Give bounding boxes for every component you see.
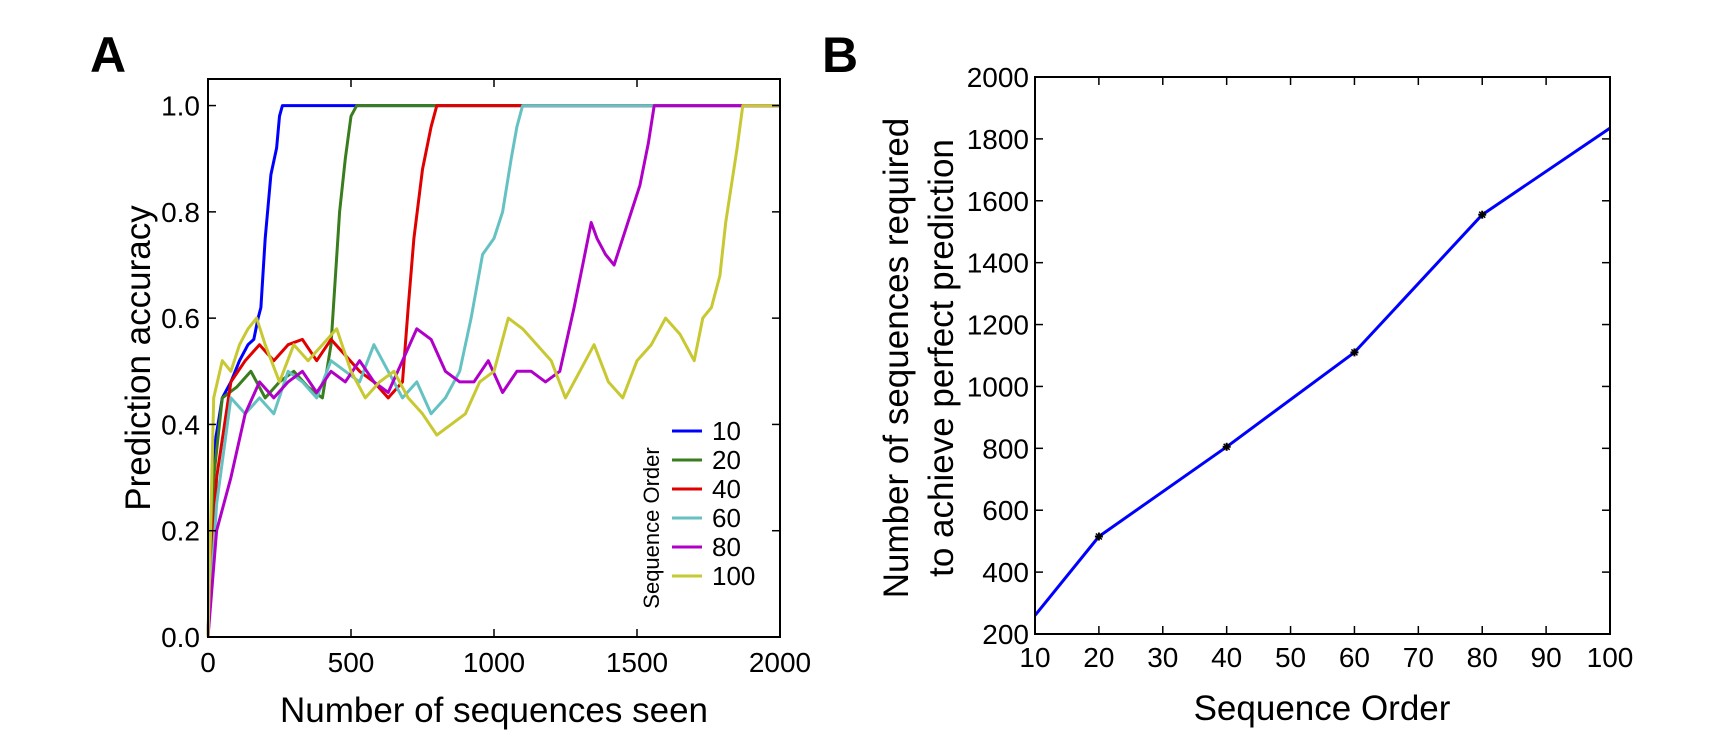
- y-tick-label: 0.2: [161, 516, 200, 547]
- y-tick-label: 1.0: [161, 91, 200, 122]
- legend-label-40: 40: [712, 474, 741, 504]
- series-line-required-sequences: [1033, 126, 1611, 617]
- legend-label-10: 10: [712, 416, 741, 446]
- x-tick-label: 30: [1147, 642, 1178, 673]
- series-line-order-100: [206, 104, 780, 638]
- x-tick-label: 70: [1403, 642, 1434, 673]
- x-tick-label: 20: [1083, 642, 1114, 673]
- y-tick-label: 200: [982, 619, 1029, 650]
- panel-b-series-group: [1033, 126, 1611, 617]
- data-point-marker: [1222, 442, 1231, 451]
- x-tick-label: 50: [1275, 642, 1306, 673]
- panel-b-x-axis-label: Sequence Order: [1194, 689, 1451, 728]
- panel-b-label: B: [822, 27, 858, 83]
- data-point-marker: [1350, 348, 1359, 357]
- legend-label-60: 60: [712, 503, 741, 533]
- panel-a-y-axis-label: Prediction accuracy: [119, 205, 158, 511]
- x-tick-label: 100: [1587, 642, 1634, 673]
- x-tick-label: 2000: [749, 647, 811, 678]
- y-tick-label: 0.6: [161, 303, 200, 334]
- y-tick-label: 1400: [967, 248, 1029, 279]
- y-tick-label: 0.8: [161, 197, 200, 228]
- x-tick-label: 0: [200, 647, 216, 678]
- y-tick-label: 1000: [967, 371, 1029, 402]
- y-tick-label: 0.4: [161, 409, 200, 440]
- y-tick-label: 0.0: [161, 622, 200, 653]
- panel-a-ticks: 0 500 1000 1500 2000 0.0 0.2 0.4 0.6 0.8 1.0: [161, 79, 811, 678]
- x-tick-label: 1500: [606, 647, 668, 678]
- x-tick-label: 10: [1019, 642, 1050, 673]
- y-tick-label: 1800: [967, 124, 1029, 155]
- panel-a-x-axis-label: Number of sequences seen: [280, 691, 708, 730]
- x-tick-label: 60: [1339, 642, 1370, 673]
- y-tick-label: 800: [982, 433, 1029, 464]
- panel-b-plot-frame: [1034, 76, 1611, 635]
- y-tick-label: 1600: [967, 186, 1029, 217]
- x-tick-label: 80: [1467, 642, 1498, 673]
- panel-b-y-axis-label: Number of sequences required to achieve …: [877, 118, 961, 599]
- y-tick-label: 1200: [967, 310, 1029, 341]
- x-tick-label: 90: [1531, 642, 1562, 673]
- panel-a: A 0 500 1000 1500 2000 0.0 0.2 0.4 0.6 0.8 1.0 Num…: [90, 27, 811, 730]
- panel-b-y-axis-label-line-1: Number of sequences required: [877, 118, 916, 599]
- series-line-order-80: [206, 104, 780, 638]
- legend-label-20: 20: [712, 445, 741, 475]
- x-tick-label: 500: [328, 647, 375, 678]
- panel-a-series-group: [206, 104, 780, 638]
- x-tick-label: 1000: [463, 647, 525, 678]
- panel-a-label: A: [90, 27, 126, 83]
- y-tick-label: 600: [982, 495, 1029, 526]
- y-tick-label: 400: [982, 557, 1029, 588]
- x-tick-label: 40: [1211, 642, 1242, 673]
- legend-label-100: 100: [712, 561, 755, 591]
- data-point-marker: [1094, 532, 1103, 541]
- panel-b-y-axis-label-line-2: to achieve perfect prediction: [922, 139, 961, 577]
- data-point-marker: [1478, 210, 1487, 219]
- y-tick-label: 2000: [967, 62, 1029, 93]
- legend-label-80: 80: [712, 532, 741, 562]
- panel-b: B 10 20 30 40 50 60 70 80 90 10020040060080010001…: [822, 27, 1633, 728]
- series-line-order-60: [206, 104, 780, 638]
- legend-title: Sequence Order: [639, 447, 664, 608]
- panel-b-ticks: 10 20 30 40 50 60 70 80 90 100 200 400 600 800 1000 120…: [967, 62, 1634, 673]
